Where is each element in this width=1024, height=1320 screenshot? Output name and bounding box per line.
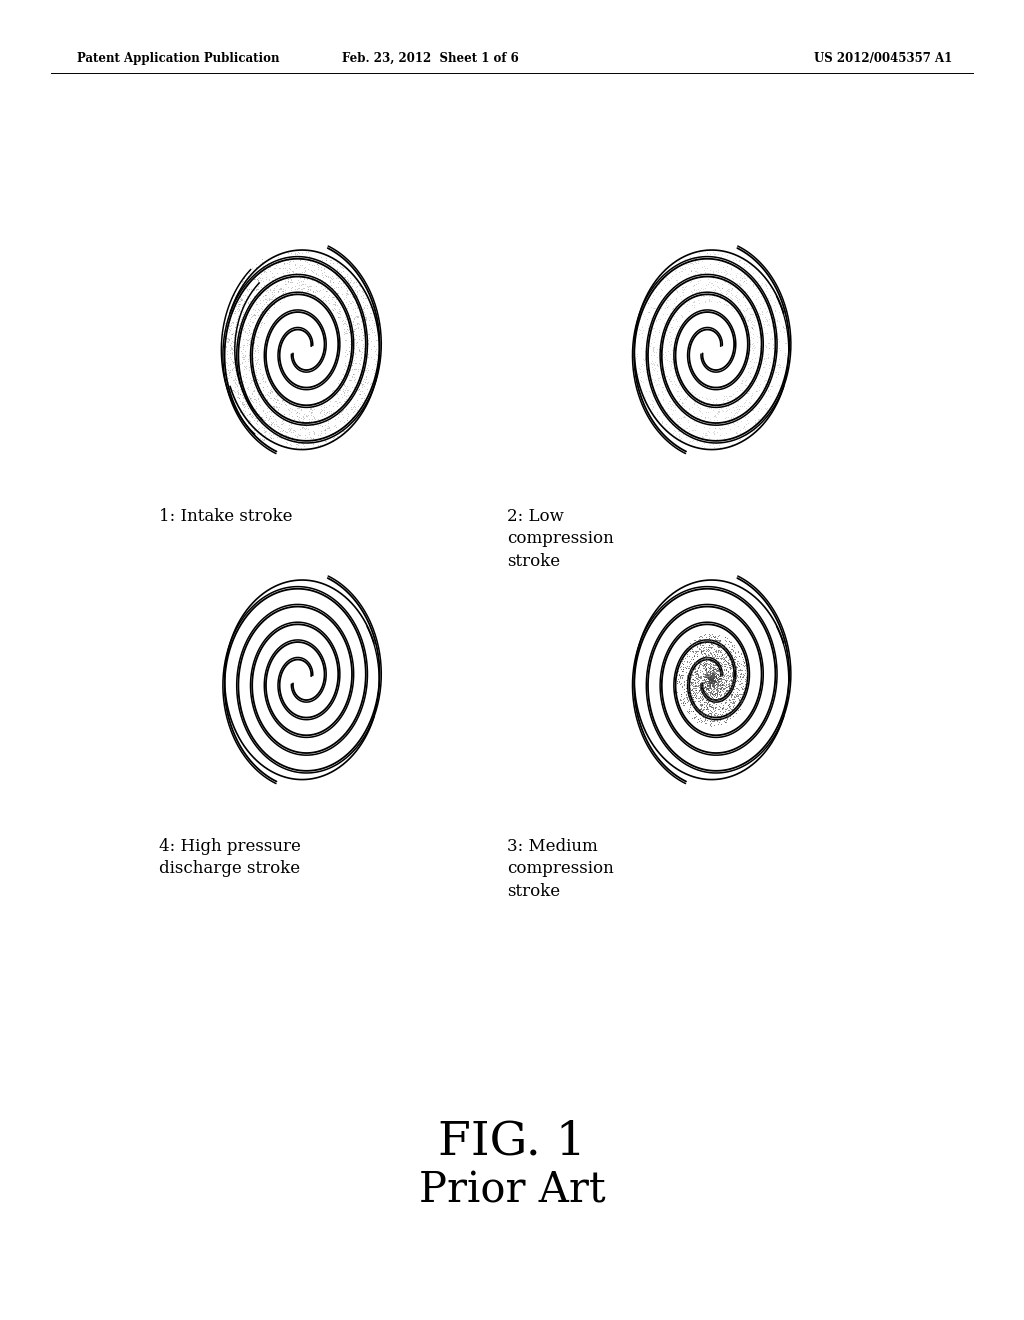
Text: 3: Medium
compression
stroke: 3: Medium compression stroke [507, 838, 613, 900]
Text: FIG. 1: FIG. 1 [438, 1119, 586, 1164]
Text: Feb. 23, 2012  Sheet 1 of 6: Feb. 23, 2012 Sheet 1 of 6 [342, 51, 518, 65]
Text: 2: Low
compression
stroke: 2: Low compression stroke [507, 508, 613, 570]
Text: US 2012/0045357 A1: US 2012/0045357 A1 [814, 51, 952, 65]
Text: Patent Application Publication: Patent Application Publication [77, 51, 280, 65]
Text: 4: High pressure
discharge stroke: 4: High pressure discharge stroke [159, 838, 301, 878]
Text: Prior Art: Prior Art [419, 1170, 605, 1212]
Text: 1: Intake stroke: 1: Intake stroke [159, 508, 292, 525]
